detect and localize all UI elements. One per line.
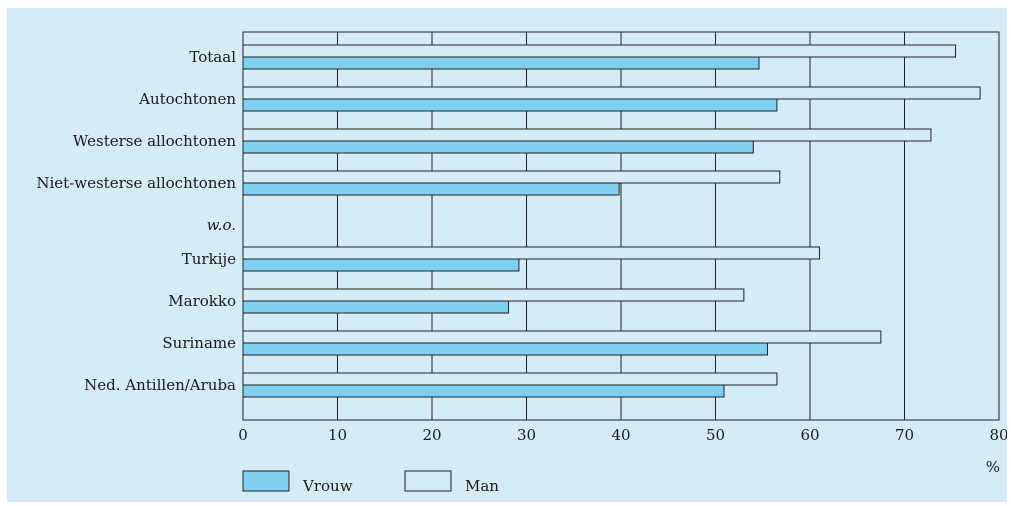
x-tick-10: 10: [328, 426, 347, 444]
legend-label-man: Man: [465, 477, 499, 495]
bar-man-2: [242, 128, 932, 142]
bar-man-1: [242, 86, 981, 100]
category-label-0: Totaal: [189, 48, 236, 66]
bar-man-8: [242, 372, 778, 386]
bar-vrouw-0: [242, 56, 760, 70]
x-tick-20: 20: [422, 426, 441, 444]
bar-vrouw-5: [242, 258, 520, 272]
bar-man-7: [242, 330, 882, 344]
x-tick-70: 70: [895, 426, 914, 444]
legend-label-vrouw: Vrouw: [302, 477, 353, 495]
chart-panel: Totaal Autochtonen Westerse allochtonen Nie…: [7, 8, 1007, 502]
category-label-2: Westerse allochtonen: [73, 132, 236, 150]
category-labels: Totaal Autochtonen Westerse allochtonen Nie…: [36, 48, 236, 394]
bar-man-0: [242, 44, 957, 58]
category-label-4: w.o.: [207, 216, 236, 234]
bar-vrouw-7: [242, 342, 768, 356]
legend-swatch-man: [404, 470, 452, 492]
category-label-3: Niet-westerse allochtonen: [36, 174, 236, 192]
bar-vrouw-2: [242, 140, 754, 154]
bar-man-3: [242, 170, 781, 184]
plot-frame: [242, 31, 1000, 421]
bar-man-5: [242, 246, 820, 260]
bar-vrouw-6: [242, 300, 510, 314]
bar-chart: Totaal Autochtonen Westerse allochtonen Nie…: [36, 31, 1007, 495]
bar-vrouw-8: [242, 384, 725, 398]
x-tick-labels: 0 10 20 30 40 50 60 70 80: [238, 426, 1007, 444]
x-tick-60: 60: [800, 426, 819, 444]
legend: Vrouw Man: [242, 470, 499, 495]
legend-swatch-vrouw: [242, 470, 290, 492]
x-tick-50: 50: [706, 426, 725, 444]
category-label-5: Turkije: [182, 250, 236, 268]
category-label-1: Autochtonen: [138, 90, 236, 108]
category-label-6: Marokko: [168, 292, 236, 310]
x-tick-0: 0: [238, 426, 248, 444]
x-unit-label: %: [986, 458, 1000, 476]
category-label-7: Suriname: [162, 334, 236, 352]
category-label-8: Ned. Antillen/Aruba: [84, 376, 236, 394]
x-tick-30: 30: [517, 426, 536, 444]
bar-vrouw-1: [242, 98, 778, 112]
bar-vrouw-3: [242, 182, 620, 196]
bars: [242, 44, 981, 398]
bar-man-6: [242, 288, 745, 302]
x-tick-40: 40: [611, 426, 630, 444]
x-tick-80: 80: [989, 426, 1007, 444]
